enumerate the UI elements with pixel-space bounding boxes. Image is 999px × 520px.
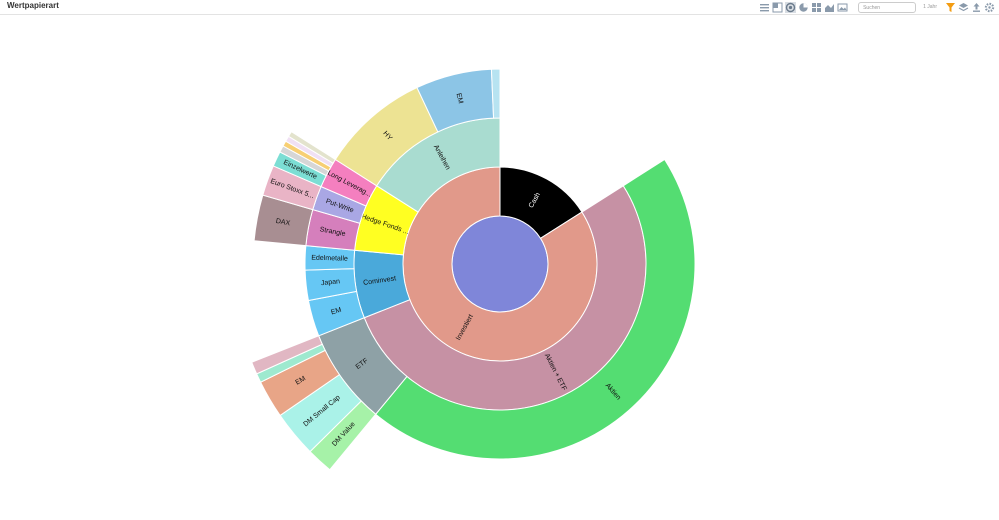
header-bar: Wertpapierart Suchen 1 Jahr [0, 0, 999, 15]
sunburst-label-dax: DAX [275, 218, 291, 228]
image-icon[interactable] [837, 2, 848, 13]
treemap-icon[interactable] [772, 2, 783, 13]
pie-icon[interactable] [798, 2, 809, 13]
sunburst-label-strangle: Strangle [319, 226, 346, 238]
sunburst-center[interactable] [451, 215, 549, 313]
toolbar: Suchen 1 Jahr [759, 1, 995, 13]
sunburst-label-hy: HY [381, 130, 393, 142]
list-view-icon[interactable] [759, 2, 770, 13]
period-select[interactable]: 1 Jahr [923, 4, 937, 10]
page-title: Wertpapierart [7, 1, 59, 10]
sunburst-icon[interactable] [785, 1, 797, 13]
sunburst-label-cominvest: Cominvest [363, 275, 397, 287]
grid-icon[interactable] [811, 2, 822, 13]
sunburst-segment-a_small[interactable] [490, 68, 501, 119]
settings-icon[interactable] [984, 2, 995, 13]
search-input[interactable]: Suchen [858, 1, 917, 13]
filter-icon[interactable] [945, 2, 956, 13]
area-chart-icon[interactable] [824, 2, 835, 13]
sunburst-segment-aktien[interactable] [374, 158, 696, 460]
sunburst-label-a_em: EM [455, 93, 464, 105]
sunburst-label-c_japan: Japan [321, 278, 341, 287]
sunburst-label-c_em: EM [330, 307, 342, 317]
sunburst-label-etf_em: EM [295, 375, 308, 386]
export-icon[interactable] [971, 2, 982, 13]
layers-icon[interactable] [958, 2, 969, 13]
sunburst-label-c_edel: Edelmetalle [311, 255, 348, 263]
